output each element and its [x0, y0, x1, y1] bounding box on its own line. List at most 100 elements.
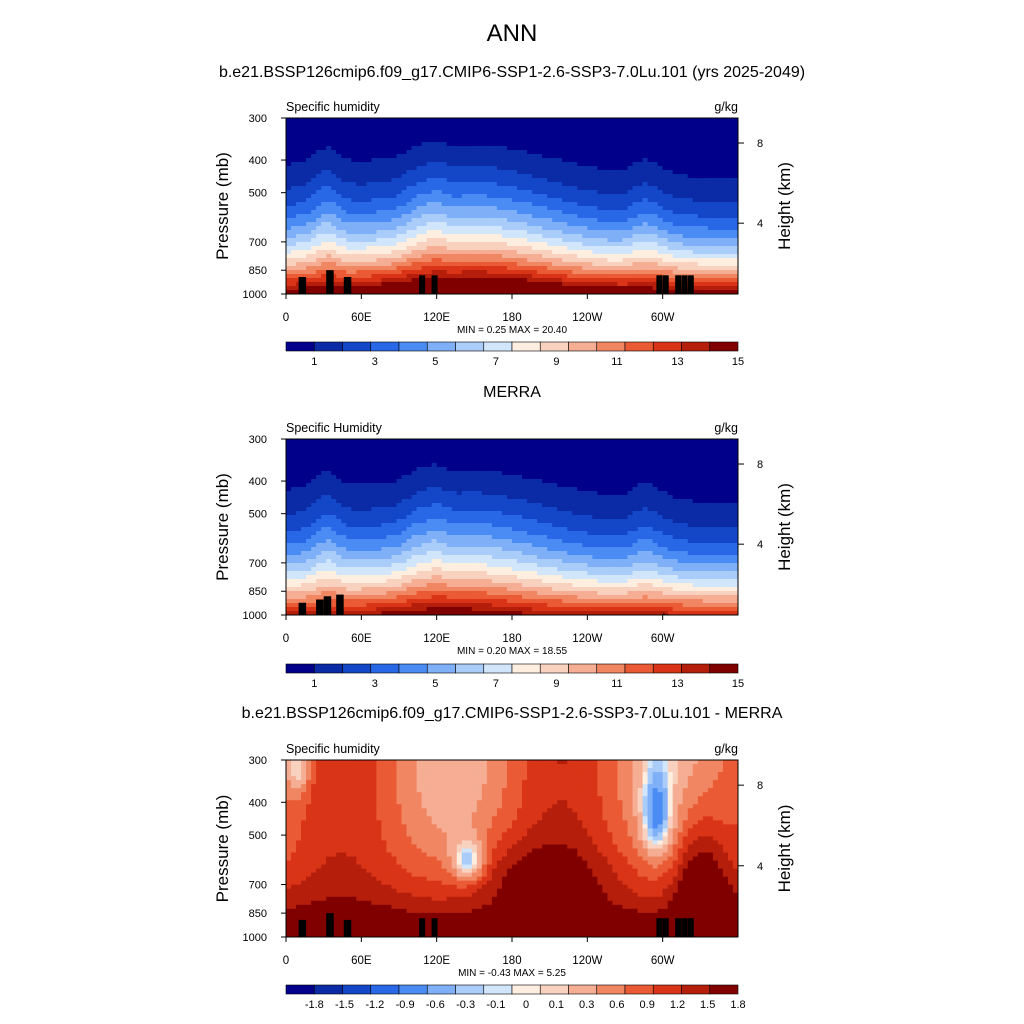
contour-cell [562, 198, 568, 203]
contour-cell [562, 222, 568, 227]
contour-cell [306, 491, 312, 496]
contour-cell [717, 262, 724, 267]
contour-cell [316, 499, 322, 504]
contour-cell [366, 210, 372, 215]
contour-cell [466, 138, 473, 143]
contour-cell [366, 491, 372, 496]
contour-cell [331, 587, 337, 592]
contour-cell [672, 118, 679, 123]
contour-cell [301, 202, 307, 207]
contour-cell [466, 134, 473, 139]
contour-cell [366, 575, 372, 580]
contour-cell [702, 238, 709, 243]
contour-cell [306, 507, 312, 512]
contour-cell [436, 150, 443, 155]
contour-cell [692, 270, 699, 275]
contour-cell [326, 178, 332, 183]
contour-cell [361, 166, 367, 171]
contour-cell [371, 258, 377, 263]
contour-cell [687, 162, 694, 167]
contour-cell [341, 499, 347, 504]
contour-cell [376, 234, 383, 239]
contour-cell [527, 210, 533, 215]
contour-cell [341, 182, 347, 187]
contour-cell [386, 443, 393, 448]
contour-cell [547, 258, 553, 263]
contour-cell [356, 222, 362, 227]
contour-cell [722, 158, 729, 163]
colorbar-swatch [426, 341, 456, 352]
contour-cell [316, 447, 322, 452]
contour-cell [577, 186, 583, 191]
contour-cell [306, 599, 312, 604]
contour-cell [326, 467, 332, 472]
contour-cell [587, 186, 593, 191]
contour-cell [421, 154, 428, 159]
contour-cell [326, 587, 332, 592]
contour-cell [637, 282, 644, 287]
contour-cell [597, 270, 603, 275]
contour-cell [321, 138, 327, 143]
contour-cell [456, 282, 463, 287]
contour-cell [436, 178, 443, 183]
contour-cell [371, 587, 377, 592]
contour-cell [707, 250, 714, 255]
contour-cell [461, 146, 468, 151]
contour-cell [537, 290, 543, 294]
contour-cell [542, 150, 548, 155]
contour-cell [321, 146, 327, 151]
contour-cell [476, 262, 483, 267]
contour-cell [637, 178, 644, 183]
contour-cell [326, 499, 332, 504]
contour-cell [582, 134, 588, 139]
contour-cell [471, 202, 478, 207]
contour-cell [291, 242, 297, 247]
contour-cell [446, 286, 453, 291]
contour-cell [552, 190, 558, 195]
contour-cell [356, 162, 362, 167]
contour-cell [421, 198, 428, 203]
contour-cell [401, 250, 408, 255]
contour-cell [647, 166, 654, 171]
contour-cell [727, 282, 734, 287]
contour-cell [547, 174, 553, 179]
contour-cell [717, 246, 724, 251]
contour-cell [286, 467, 292, 472]
contour-cell [426, 206, 433, 211]
contour-cell [662, 230, 669, 235]
contour-cell [316, 246, 322, 251]
contour-cell [491, 242, 498, 247]
contour-cell [547, 262, 553, 267]
contour-cell [316, 463, 322, 468]
contour-cell [702, 142, 709, 147]
contour-cell [471, 174, 478, 179]
contour-cell [506, 122, 513, 127]
contour-cell [341, 118, 347, 123]
contour-cell [607, 126, 614, 131]
contour-cell [321, 551, 327, 556]
contour-cell [662, 214, 669, 219]
contour-cell [537, 186, 543, 191]
contour-cell [466, 230, 473, 235]
contour-cell [627, 206, 634, 211]
contour-cell [572, 246, 578, 251]
contour-cell [341, 238, 347, 243]
contour-cell [677, 142, 684, 147]
contour-cell [592, 150, 598, 155]
contour-cell [637, 222, 644, 227]
contour-cell [597, 286, 603, 291]
contour-cell [326, 162, 332, 167]
contour-cell [567, 138, 573, 143]
contour-cell [667, 202, 674, 207]
contour-cell [481, 278, 488, 283]
contour-cell [486, 134, 493, 139]
contour-cell [391, 471, 398, 476]
contour-cell [341, 178, 347, 183]
contour-cell [416, 254, 423, 259]
contour-cell [356, 126, 362, 131]
contour-cell [306, 483, 312, 488]
contour-cell [667, 142, 674, 147]
contour-cell [557, 122, 563, 127]
contour-cell [311, 270, 317, 275]
contour-cell [381, 142, 388, 147]
